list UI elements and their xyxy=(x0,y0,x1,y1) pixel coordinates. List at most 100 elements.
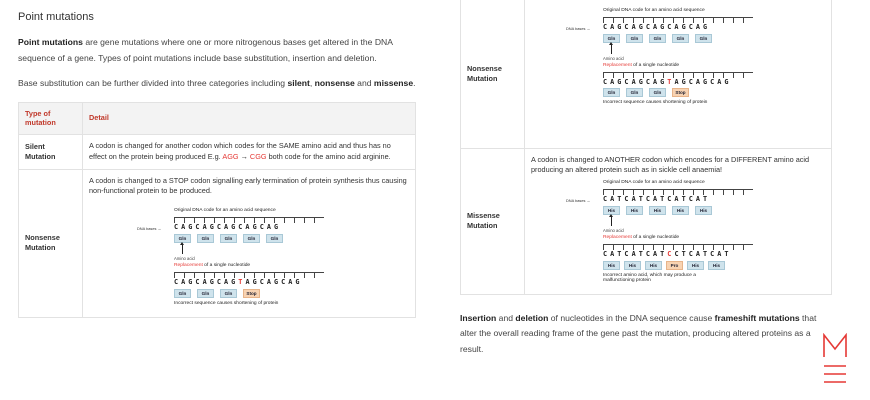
fs-and: and xyxy=(496,312,516,323)
amino-acid-box: Gln xyxy=(672,33,689,43)
dna-ticks xyxy=(603,16,753,23)
term-insertion: Insertion xyxy=(460,312,497,323)
term-missense: missense xyxy=(373,77,414,88)
intro-text: are gene mutations where one or more nit… xyxy=(18,37,393,63)
table-row: Nonsense Mutation A codon is changed to … xyxy=(18,168,416,318)
amino-acid-box: His xyxy=(695,206,712,216)
sub-comma: , xyxy=(309,77,315,88)
term-deletion: deletion xyxy=(515,312,549,323)
mutated-dna-sequence: CAGCAGCAGTAGCAGCAG xyxy=(174,278,303,286)
table-row: Missense Mutation A codon is changed to … xyxy=(460,147,832,295)
figure-caption: Original DNA code for an amino acid sequ… xyxy=(603,8,705,13)
sub-end: . xyxy=(413,77,416,88)
row-detail-nonsense-figure: Original DNA code for an amino acid sequ… xyxy=(524,0,832,149)
arrow-text: → xyxy=(238,151,250,161)
silent-text-end: both code for the amino acid arginine. xyxy=(266,151,391,161)
amino-acid-box: His xyxy=(649,206,666,216)
table-header-row: Type of mutation Detail xyxy=(18,101,416,135)
silent-text: A codon is changed for another codon whi… xyxy=(89,140,391,161)
dna-ticks xyxy=(174,272,324,278)
replacement-caption: Replacement of a single nucleotide xyxy=(603,235,680,241)
amino-acid-box: His xyxy=(624,260,641,270)
stop-codon-box: Stop xyxy=(672,88,689,98)
codon-agg: AGG xyxy=(222,151,239,161)
dna-bases-label: DNA bases → xyxy=(566,198,591,204)
amino-acid-label: Amino acid xyxy=(603,227,624,233)
header-type: Type of mutation xyxy=(18,101,83,135)
header-detail: Detail xyxy=(82,101,416,135)
row-type-missense: Missense Mutation xyxy=(460,147,525,295)
stop-codon-box: Stop xyxy=(243,288,260,298)
mutated-dna-sequence: CATCATCATCCTCATCAT xyxy=(603,249,732,258)
table-row: Silent Mutation A codon is changed for a… xyxy=(18,133,416,170)
dna-bases-label: DNA bases → xyxy=(137,226,162,232)
amino-acid-box: His xyxy=(672,206,689,216)
amino-acid-box: Gln xyxy=(649,33,666,43)
dna-bases-label: DNA bases → xyxy=(566,26,591,31)
figure-note: Incorrect amino acid, which may produce … xyxy=(603,272,696,283)
row-type-nonsense: Nonsense Mutation xyxy=(460,0,525,149)
amino-acid-box: Gln xyxy=(243,234,260,244)
row-detail-missense: A codon is changed to ANOTHER codon whic… xyxy=(524,147,832,295)
fs-end: that alter the overall reading frame of … xyxy=(460,312,817,355)
figure-note: Incorrect sequence causes shortening of … xyxy=(603,100,708,106)
amino-acid-box: His xyxy=(626,206,643,216)
term-silent: silent xyxy=(287,77,310,88)
codon-cgg: CGG xyxy=(249,151,267,161)
right-column: Nonsense Mutation Original DNA code for … xyxy=(460,0,832,367)
dna-ticks xyxy=(174,217,324,224)
amino-acid-box: Gln xyxy=(266,234,283,244)
term-nonsense: nonsense xyxy=(314,77,355,88)
amino-acid-box: Gln xyxy=(197,234,214,244)
row-detail-silent: A codon is changed for another codon whi… xyxy=(82,133,416,170)
amino-acid-row: His His His Pro His His xyxy=(603,260,753,270)
amino-acid-row: Gln Gln Gln Gln Gln xyxy=(603,33,753,43)
altered-amino-acid-box: Pro xyxy=(666,260,683,270)
amino-acid-box: Gln xyxy=(649,88,666,98)
amino-acid-box: Gln xyxy=(695,33,712,43)
missense-diagram: Original DNA code for an amino acid sequ… xyxy=(566,180,753,283)
mutation-table-continued: Nonsense Mutation Original DNA code for … xyxy=(460,0,832,295)
arrow-up-icon xyxy=(180,242,184,255)
replacement-caption: Replacement of a single nucleotide xyxy=(603,62,680,68)
dna-sequence: CATCATCATCATCAT xyxy=(603,195,711,204)
nonsense-text: A codon is changed to a STOP codon signa… xyxy=(89,175,407,196)
section-heading: Point mutations xyxy=(18,11,94,23)
amino-acid-box: Gln xyxy=(220,234,237,244)
dna-sequence: CAGCAGCAGCAGCAG xyxy=(174,223,282,232)
figure-caption: Original DNA code for an amino acid sequ… xyxy=(174,208,276,214)
amino-acid-box: Gln xyxy=(174,288,191,298)
dna-ticks xyxy=(603,189,753,196)
amino-acid-box: His xyxy=(708,260,725,270)
row-type-nonsense: Nonsense Mutation xyxy=(18,168,83,318)
table-row: Nonsense Mutation Original DNA code for … xyxy=(460,0,832,149)
nonsense-diagram: Original DNA code for an amino acid sequ… xyxy=(566,8,753,106)
amino-acid-box: Gln xyxy=(603,88,620,98)
substitution-paragraph: Base substitution can be further divided… xyxy=(18,76,416,92)
dna-sequence: CAGCAGCAGCAGCAG xyxy=(603,22,711,31)
frameshift-paragraph: Insertion and deletion of nucleotides in… xyxy=(460,311,820,359)
arrow-up-icon xyxy=(609,41,613,54)
nonsense-diagram: Original DNA code for an amino acid sequ… xyxy=(137,208,324,306)
sub-text: Base substitution can be further divided… xyxy=(18,77,288,88)
amino-acid-row: Gln Gln Gln Gln Gln xyxy=(174,234,324,244)
missense-text: A codon is changed to ANOTHER codon whic… xyxy=(531,154,810,175)
amino-acid-row: Gln Gln Gln Stop xyxy=(603,88,753,98)
m-logo-icon[interactable] xyxy=(822,333,848,385)
amino-acid-box: Gln xyxy=(626,33,643,43)
amino-acid-row: Gln Gln Gln Stop xyxy=(174,288,324,298)
dna-ticks xyxy=(603,243,753,250)
amino-acid-label: Amino acid xyxy=(603,55,624,61)
amino-acid-box: Gln xyxy=(220,288,237,298)
term-frameshift: frameshift mutations xyxy=(714,312,800,323)
intro-paragraph: Point mutations are gene mutations where… xyxy=(18,35,416,67)
amino-acid-box: His xyxy=(645,260,662,270)
amino-acid-row: His His His His His xyxy=(603,206,753,216)
amino-acid-box: Gln xyxy=(626,88,643,98)
amino-acid-box: His xyxy=(687,260,704,270)
row-type-silent: Silent Mutation xyxy=(18,133,83,170)
amino-acid-label: Amino acid xyxy=(174,255,195,261)
arrow-up-icon xyxy=(609,214,613,227)
dna-ticks xyxy=(603,71,753,78)
row-detail-nonsense: A codon is changed to a STOP codon signa… xyxy=(82,168,416,318)
